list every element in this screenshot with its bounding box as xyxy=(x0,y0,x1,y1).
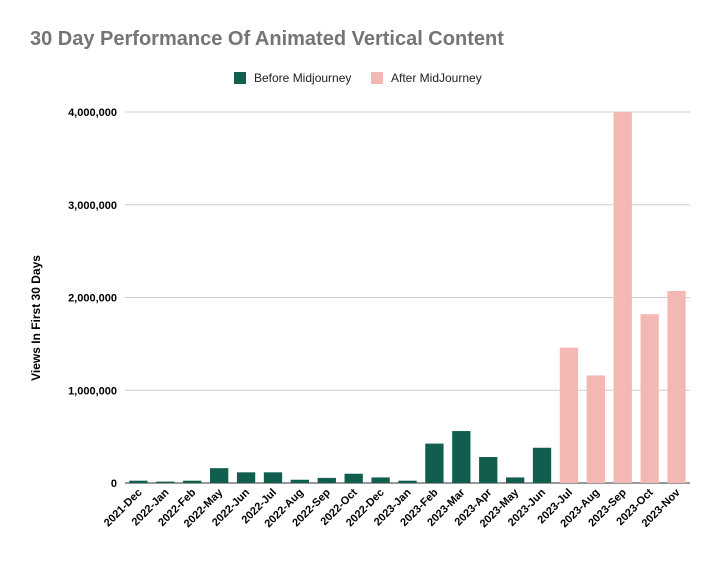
bar xyxy=(586,375,605,483)
bar xyxy=(452,431,471,483)
bar xyxy=(236,472,256,483)
bar xyxy=(317,477,336,483)
y-tick-label: 2,000,000 xyxy=(68,293,117,305)
bar xyxy=(290,479,310,483)
legend-swatch xyxy=(371,72,383,84)
legend-label: After MidJourney xyxy=(391,71,482,85)
legend-label: Before Midjourney xyxy=(254,71,351,85)
bar xyxy=(210,468,229,483)
bar xyxy=(559,347,579,483)
x-axis-ticks: 2021-Dec2022-Jan2022-Feb2022-May2022-Jun… xyxy=(102,486,683,530)
bar xyxy=(156,481,175,483)
bar xyxy=(532,447,552,483)
bar xyxy=(344,473,363,483)
legend-item: Before Midjourney xyxy=(234,71,351,85)
bars xyxy=(129,112,686,483)
bar xyxy=(479,457,498,483)
y-tick-label: 4,000,000 xyxy=(68,107,117,119)
bar xyxy=(613,112,632,483)
y-tick-label: 3,000,000 xyxy=(68,200,117,212)
bar xyxy=(129,480,148,483)
chart-title: 30 Day Performance Of Animated Vertical … xyxy=(30,28,504,50)
bar xyxy=(425,443,444,483)
y-tick-label: 0 xyxy=(111,478,117,490)
legend: Before Midjourney After MidJourney xyxy=(234,71,482,85)
bar xyxy=(371,477,390,483)
legend-item: After MidJourney xyxy=(371,71,482,85)
y-axis-label: Views In First 30 Days xyxy=(29,255,43,381)
bar xyxy=(398,480,417,483)
bar xyxy=(640,314,659,483)
bar xyxy=(263,472,283,483)
bar xyxy=(667,291,686,483)
gridlines xyxy=(125,111,690,484)
bar xyxy=(183,480,202,483)
legend-swatch xyxy=(234,72,246,84)
bar xyxy=(505,477,525,483)
y-axis-ticks: 0 1,000,000 2,000,000 3,000,000 4,000,000 xyxy=(68,107,117,490)
y-tick-label: 1,000,000 xyxy=(68,385,117,397)
